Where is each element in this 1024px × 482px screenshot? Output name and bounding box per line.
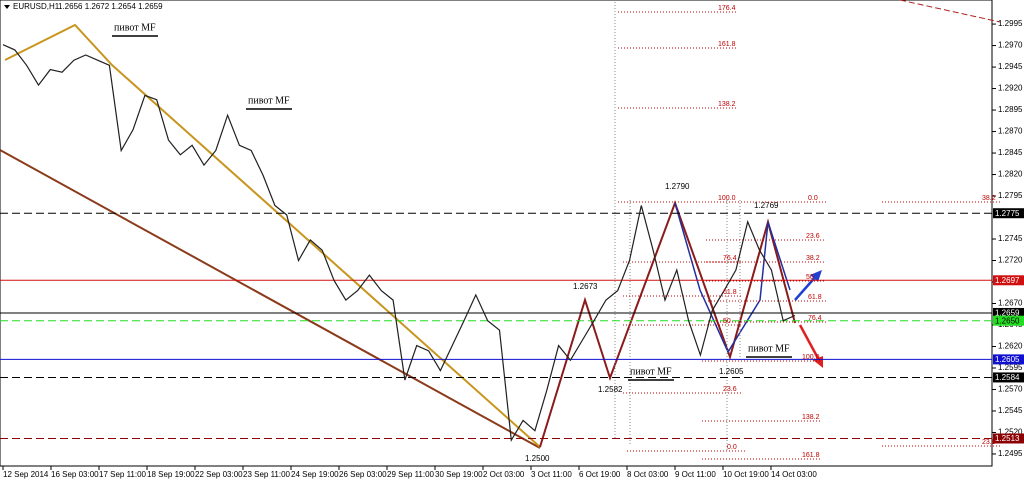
arrow-down (798, 324, 822, 363)
level-box (993, 208, 1024, 219)
level-label: 1.2605 (995, 355, 1020, 364)
x-tick-label: 26 Sep 03:00 (339, 470, 387, 479)
y-tick-label: 1.2745 (998, 234, 1023, 243)
level-box (993, 433, 1024, 444)
level-box (993, 354, 1024, 365)
price-label: 1.2582 (598, 385, 623, 394)
x-tick-label: 8 Oct 03:00 (627, 470, 669, 479)
x-tick-label: 2 Oct 03:00 (483, 470, 525, 479)
y-tick-label: 1.2520 (998, 428, 1023, 437)
x-tick-label: 9 Oct 11:00 (675, 470, 716, 479)
level-label: 1.2584 (995, 373, 1020, 382)
price-label: 1.2790 (665, 182, 690, 191)
arrow-head (810, 270, 822, 282)
level-label: 1.2513 (995, 434, 1020, 443)
fibo-label: 61.8 (723, 289, 737, 296)
x-tick-label: 30 Sep 19:00 (435, 470, 483, 479)
fibo-label: 76.4 (808, 315, 822, 322)
y-tick-label: 1.2720 (998, 256, 1023, 265)
fibo-label: 23.6 (723, 386, 737, 393)
x-tick-label: 23 Sep 11:00 (243, 470, 291, 479)
fibo-label: 38.2 (982, 195, 996, 202)
plot-frame (0, 0, 993, 467)
y-tick-label: 1.2845 (998, 148, 1023, 157)
level-box (993, 275, 1024, 286)
fibo-label: 0.0 (727, 444, 737, 451)
pivot-label: пивот MF (248, 95, 290, 106)
fibo-label: 100.0 (802, 354, 820, 361)
pivot-label: пивот MF (114, 22, 156, 33)
price-label: 1.2500 (525, 454, 550, 463)
price-label: 1.2673 (573, 282, 598, 291)
y-tick-label: 1.2820 (998, 170, 1023, 179)
y-tick-label: 1.2595 (998, 363, 1023, 372)
y-tick-label: 1.2795 (998, 191, 1023, 200)
fibo-label: 176.4 (718, 5, 736, 12)
price-label: 1.2769 (754, 201, 779, 210)
fibo-label: 161.8 (718, 41, 736, 48)
fibo-label: 138.2 (718, 101, 736, 108)
y-tick-label: 1.2670 (998, 299, 1023, 308)
x-tick-label: 6 Oct 19:00 (579, 470, 621, 479)
x-tick-label: 29 Sep 11:00 (387, 470, 435, 479)
level-box (993, 372, 1024, 383)
fibo-label: 76.4 (723, 255, 737, 262)
x-tick-label: 10 Oct 19:00 (723, 470, 769, 479)
level-box (993, 307, 1024, 318)
x-tick-label: 22 Sep 03:00 (195, 470, 243, 479)
x-tick-label: 24 Sep 19:00 (291, 470, 339, 479)
y-tick-label: 1.2620 (998, 342, 1023, 351)
price-label: 1.2605 (719, 367, 744, 376)
pivot-label: пивот MF (630, 366, 672, 377)
symbol-menu[interactable] (4, 5, 10, 9)
x-tick-label: 3 Oct 11:00 (531, 470, 572, 479)
price-line (2, 44, 796, 443)
x-tick-label: 18 Sep 19:00 (147, 470, 195, 479)
fibo-label: 38.2 (806, 255, 820, 262)
y-tick-label: 1.2545 (998, 406, 1023, 415)
fibo-label: 161.8 (802, 452, 820, 459)
fibo-label: 50 (723, 318, 731, 325)
chart-title: EURUSD,H1 (13, 2, 60, 11)
y-tick-label: 1.2495 (998, 449, 1023, 458)
fibo-label: 100.0 (718, 195, 736, 202)
y-tick-label: 1.2570 (998, 385, 1023, 394)
fibo-label: 61.8 (808, 294, 822, 301)
x-tick-label: 14 Oct 03:00 (771, 470, 817, 479)
trend-line (0, 149, 541, 449)
level-label: 1.2775 (995, 209, 1020, 218)
level-label: 1.2697 (995, 276, 1020, 285)
fibo-label: 50 (806, 274, 814, 281)
zigzag (4, 23, 541, 448)
ohlc: 1.2656 1.2672 1.2654 1.2659 (58, 2, 163, 11)
x-tick-label: 16 Sep 03:00 (51, 470, 99, 479)
level-label: 1.2659 (995, 309, 1020, 318)
fibo-verticals (614, 2, 741, 450)
trend-line (899, 0, 1001, 23)
fibo-label: 0.0 (808, 195, 818, 202)
x-tick-label: 12 Sep 2014 (3, 470, 49, 479)
level-box (993, 315, 1024, 326)
fibo-label: 23.6 (806, 233, 820, 240)
x-tick-label: 17 Sep 11:00 (99, 470, 147, 479)
pivot-label: пивот MF (748, 343, 790, 354)
y-tick-label: 1.2895 (998, 105, 1023, 114)
y-tick-label: 1.2970 (998, 41, 1023, 50)
zigzag (674, 202, 791, 354)
y-tick-label: 1.2920 (998, 84, 1023, 93)
fibo-label: 138.2 (802, 414, 820, 421)
fibo-label: 23.6 (982, 439, 996, 446)
y-tick-label: 1.2945 (998, 62, 1023, 71)
y-tick-label: 1.2870 (998, 127, 1023, 136)
level-label: 1.2650 (995, 316, 1020, 325)
y-tick-label: 1.2995 (998, 19, 1023, 28)
